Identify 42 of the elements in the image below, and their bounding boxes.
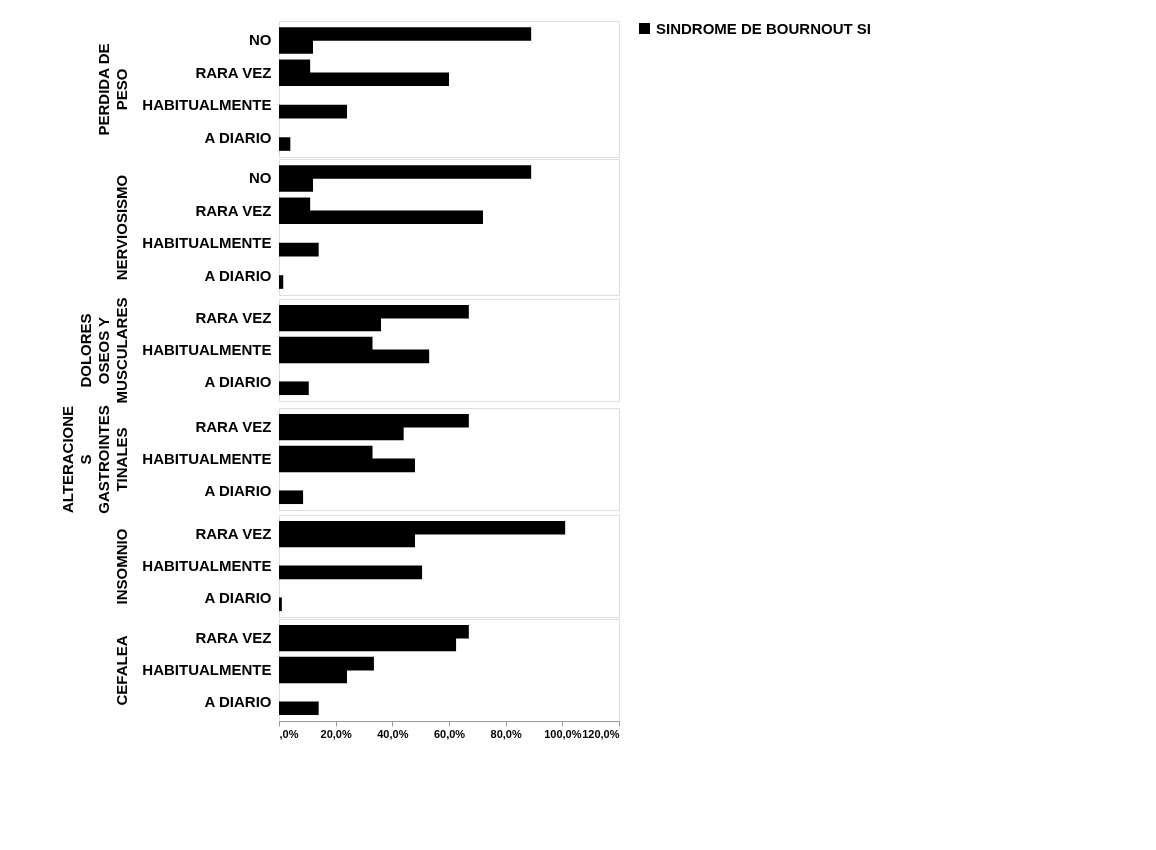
y-tick-label: A DIARIO — [204, 481, 272, 499]
y-axis-title: CEFALEA — [113, 635, 131, 706]
y-tick-label: RARA VEZ — [195, 629, 272, 647]
y-tick-label: NO — [249, 169, 272, 187]
y-tick-label: RARA VEZ — [195, 418, 272, 436]
y-tick-label: HABITUALMENTE — [142, 96, 272, 114]
bar — [279, 381, 309, 396]
x-tick-label: 20,0% — [320, 727, 352, 740]
y-tick-label: A DIARIO — [204, 128, 272, 146]
y-tick-label: RARA VEZ — [195, 63, 272, 81]
bar — [279, 490, 304, 505]
y-tick-label: NO — [249, 31, 272, 49]
y-tick-label: HABITUALMENTE — [142, 557, 272, 574]
x-tick-label: 40,0% — [377, 727, 409, 740]
bar — [279, 565, 423, 580]
x-tick-label: 60,0% — [433, 727, 466, 740]
x-tick-label: 80,0% — [490, 727, 522, 740]
bar — [279, 104, 347, 119]
x-tick-label: 120,0% — [582, 727, 620, 740]
y-tick-label: RARA VEZ — [195, 525, 272, 543]
y-axis-title: NERVIOSISMO — [113, 174, 131, 281]
y-axis-title: ALTERACIONES GASTROINTESTINALES — [59, 405, 131, 514]
bar — [279, 597, 282, 612]
bar — [279, 275, 284, 289]
y-tick-label: A DIARIO — [204, 266, 272, 284]
y-tick-label: A DIARIO — [204, 372, 272, 390]
y-tick-label: HABITUALMENTE — [142, 234, 272, 252]
y-axis-title: PERDIDA DE PESO — [95, 43, 131, 136]
legend-label: SINDROME DE BOURNOUT SI — [656, 19, 872, 37]
y-axis-title: INSOMNIO — [113, 528, 131, 605]
y-tick-label: A DIARIO — [204, 692, 272, 710]
y-axis-title: DOLORES OSEOS Y MUSCULARES — [77, 297, 131, 404]
x-tick-label: ,0% — [279, 727, 299, 740]
y-tick-label: RARA VEZ — [195, 309, 272, 327]
x-tick-label: 100,0% — [544, 727, 582, 740]
y-tick-label: A DIARIO — [204, 588, 272, 606]
y-tick-label: HABITUALMENTE — [142, 450, 272, 467]
y-tick-label: HABITUALMENTE — [142, 661, 272, 678]
bar — [279, 242, 319, 257]
y-tick-label: RARA VEZ — [195, 201, 272, 219]
bar — [279, 137, 291, 151]
y-tick-label: HABITUALMENTE — [142, 341, 272, 358]
